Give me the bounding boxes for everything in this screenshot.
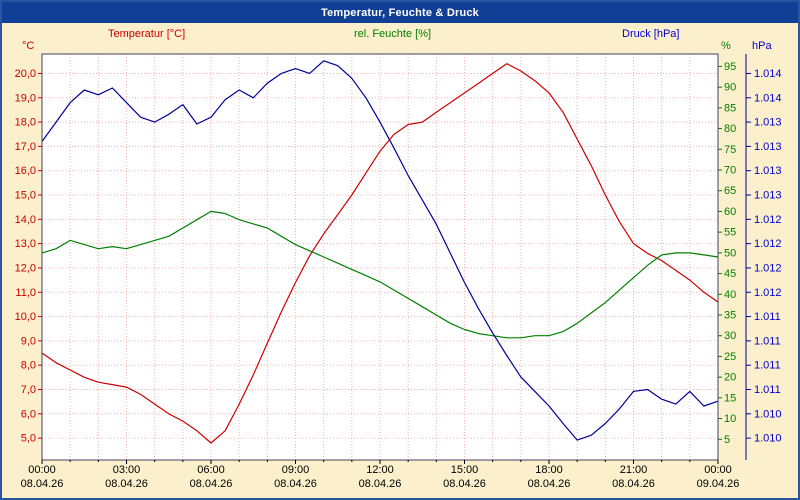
temp-axis-tick-label: 17,0 (15, 141, 36, 153)
date-label: 08.04.26 (190, 478, 233, 490)
temp-axis-tick-label: 19,0 (15, 92, 36, 104)
legend-humidity: rel. Feuchte [%] (354, 28, 432, 40)
pressure-axis-tick-label: 1.013 (754, 117, 782, 129)
humidity-axis-tick-label: 30 (724, 330, 736, 342)
time-tick-label: 12:00 (366, 464, 394, 476)
time-tick-label: 09:00 (282, 464, 310, 476)
axis-unit-percent: % (721, 40, 731, 52)
pressure-axis-tick-label: 1.014 (754, 92, 782, 104)
pressure-axis-tick-label: 1.012 (754, 287, 782, 299)
title-bar: Temperatur, Feuchte & Druck (2, 2, 798, 23)
pressure-axis-tick-label: 1.014 (754, 68, 782, 80)
date-label: 08.04.26 (105, 478, 148, 490)
humidity-line (41, 210, 719, 339)
temp-axis-tick-label: 7,0 (21, 384, 36, 396)
humidity-axis-tick-label: 85 (724, 102, 736, 114)
temp-axis-tick-label: 20,0 (15, 68, 36, 80)
date-label: 09.04.26 (697, 478, 740, 490)
axis-unit-hpa: hPa (752, 40, 772, 52)
date-label: 08.04.26 (274, 478, 317, 490)
pressure-axis-tick-label: 1.012 (754, 262, 782, 274)
humidity-axis-tick-label: 40 (724, 289, 736, 301)
temp-axis-tick-label: 14,0 (15, 214, 36, 226)
temp-axis-tick-label: 10,0 (15, 311, 36, 323)
humidity-axis-tick-label: 95 (724, 61, 736, 73)
pressure-axis-tick-label: 1.010 (754, 433, 782, 445)
time-tick-label: 21:00 (620, 464, 648, 476)
humidity-axis-tick-label: 15 (724, 392, 736, 404)
humidity-axis-tick-label: 50 (724, 247, 736, 259)
legend-temperature: Temperatur [°C] (108, 28, 186, 40)
temp-axis-tick-label: 18,0 (15, 117, 36, 129)
date-label: 08.04.26 (359, 478, 402, 490)
temp-axis-tick-label: 9,0 (21, 335, 36, 347)
humidity-axis-tick-label: 60 (724, 206, 736, 218)
legend-pressure: Druck [hPa] (622, 28, 680, 40)
pressure-axis-tick-label: 1.013 (754, 165, 782, 177)
humidity-axis-tick-label: 90 (724, 82, 736, 94)
humidity-axis-tick-label: 10 (724, 413, 736, 425)
humidity-axis-tick-label: 20 (724, 372, 736, 384)
date-label: 08.04.26 (612, 478, 655, 490)
humidity-axis-tick-label: 70 (724, 165, 736, 177)
date-label: 08.04.26 (528, 478, 571, 490)
humidity-axis-tick-label: 55 (724, 227, 736, 239)
pressure-axis-tick-label: 1.013 (754, 141, 782, 153)
pressure-axis-tick-label: 1.011 (754, 384, 781, 396)
pressure-axis-tick-label: 1.013 (754, 190, 782, 202)
humidity-axis-tick-label: 45 (724, 268, 736, 280)
temp-axis-tick-label: 16,0 (15, 165, 36, 177)
temp-axis-tick-label: 15,0 (15, 190, 36, 202)
humidity-axis-tick-label: 80 (724, 123, 736, 135)
pressure-axis-tick-label: 1.011 (754, 360, 781, 372)
humidity-axis-tick-label: 65 (724, 185, 736, 197)
time-tick-label: 00:00 (704, 464, 732, 476)
humidity-axis-tick-label: 75 (724, 144, 736, 156)
pressure-axis-tick-label: 1.011 (754, 335, 781, 347)
humidity-axis-tick-label: 5 (724, 434, 730, 446)
time-tick-label: 00:00 (28, 464, 56, 476)
pressure-axis-tick-label: 1.011 (754, 311, 781, 323)
date-label: 08.04.26 (21, 478, 64, 490)
humidity-axis-tick-label: 25 (724, 351, 736, 363)
time-tick-label: 06:00 (197, 464, 225, 476)
date-label: 08.04.26 (443, 478, 486, 490)
temperature-line (41, 63, 719, 444)
pressure-axis-tick-label: 1.012 (754, 214, 782, 226)
time-tick-label: 18:00 (535, 464, 563, 476)
pressure-axis-tick-label: 1.010 (754, 408, 782, 420)
temp-axis-tick-label: 13,0 (15, 238, 36, 250)
pressure-axis-tick-label: 1.012 (754, 238, 782, 250)
pressure-line (41, 60, 719, 441)
window-title: Temperatur, Feuchte & Druck (320, 6, 479, 19)
time-tick-label: 15:00 (451, 464, 479, 476)
humidity-axis-tick-label: 35 (724, 310, 736, 322)
temp-axis-tick-label: 6,0 (21, 408, 36, 420)
temp-axis-tick-label: 5,0 (21, 433, 36, 445)
temp-axis-tick-label: 12,0 (15, 262, 36, 274)
temp-axis-tick-label: 11,0 (15, 287, 36, 299)
time-tick-label: 03:00 (113, 464, 141, 476)
temp-axis-tick-label: 8,0 (21, 360, 36, 372)
axis-unit-celsius: °C (22, 40, 35, 52)
